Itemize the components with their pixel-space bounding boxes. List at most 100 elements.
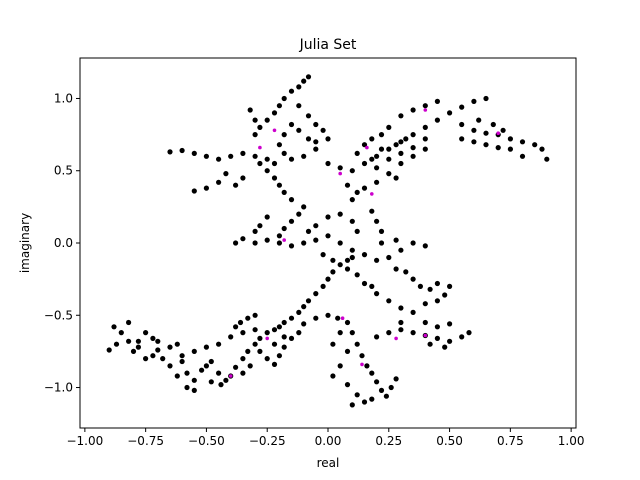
scatter-point: [398, 319, 404, 326]
scatter-point: [325, 233, 331, 239]
scatter-point-accent: [423, 108, 428, 112]
scatter-point-accent: [423, 333, 428, 338]
scatter-point: [434, 117, 440, 123]
scatter-point: [519, 139, 526, 145]
scatter-point: [179, 358, 185, 365]
scatter-point: [313, 121, 319, 128]
scatter-point: [252, 312, 258, 318]
y-tick-label: −0.5: [44, 308, 73, 322]
scatter-point: [442, 344, 448, 350]
scatter-point: [422, 103, 428, 109]
scatter-point: [386, 146, 392, 152]
scatter-point: [276, 240, 282, 246]
scatter-point: [271, 175, 278, 181]
scatter-point: [160, 356, 166, 362]
scatter-point: [130, 348, 137, 354]
scatter-point: [459, 334, 465, 340]
scatter-point: [495, 145, 501, 151]
scatter-point: [320, 127, 326, 133]
scatter-point: [374, 257, 380, 263]
scatter-point: [344, 182, 351, 188]
scatter-point: [393, 266, 399, 272]
y-tick-label: 0.0: [54, 236, 73, 250]
scatter-point: [398, 160, 404, 167]
scatter-point: [167, 149, 173, 155]
scatter-point: [264, 356, 270, 362]
scatter-point: [471, 98, 477, 104]
scatter-point: [257, 160, 263, 167]
scatter-point: [354, 189, 360, 195]
scatter-point: [271, 160, 278, 167]
scatter-point: [398, 305, 404, 311]
scatter-point: [113, 341, 120, 347]
scatter-point: [288, 335, 295, 341]
scatter-point: [174, 341, 180, 347]
scatter-point: [281, 95, 287, 102]
scatter-point: [305, 228, 312, 234]
scatter-point: [344, 348, 351, 354]
scatter-point: [344, 319, 351, 326]
scatter-point: [344, 382, 351, 388]
scatter-point: [264, 156, 270, 162]
scatter-point: [150, 335, 156, 341]
scatter-point: [378, 240, 385, 246]
scatter-point: [199, 367, 205, 373]
scatter-point: [337, 165, 343, 171]
scatter-point: [216, 341, 222, 347]
scatter-point: [233, 182, 239, 188]
scatter-point: [296, 84, 302, 90]
scatter-point: [240, 370, 246, 376]
scatter-point: [354, 272, 360, 278]
scatter-point: [288, 156, 295, 162]
scatter-point: [167, 363, 173, 369]
scatter-point-accent: [496, 131, 501, 135]
scatter-point: [459, 104, 465, 110]
scatter-point: [349, 197, 355, 203]
scatter-point-accent: [365, 145, 369, 150]
scatter-points-layer: [106, 74, 550, 408]
scatter-point: [386, 124, 392, 130]
scatter-point: [203, 185, 209, 191]
scatter-point: [191, 348, 197, 354]
scatter-point: [544, 156, 550, 162]
x-axis-ticks: −1.00 −0.75 −0.50 −0.25 0.00 0.25 0.50 0.75 1.00: [66, 428, 584, 448]
scatter-point: [143, 330, 149, 336]
scatter-point-accent: [272, 128, 277, 133]
scatter-point: [252, 228, 258, 234]
scatter-point: [281, 334, 287, 340]
scatter-point: [288, 315, 295, 321]
scatter-point: [240, 330, 246, 336]
scatter-point: [216, 179, 222, 185]
scatter-point: [393, 175, 399, 181]
x-tick-label: −1.00: [66, 434, 103, 448]
scatter-point: [434, 324, 440, 330]
scatter-point: [519, 153, 526, 159]
scatter-point: [191, 188, 197, 194]
scatter-point: [126, 319, 132, 326]
scatter-point: [471, 127, 477, 133]
y-tick-label: −1.0: [44, 381, 73, 395]
scatter-point: [252, 341, 258, 347]
scatter-point: [427, 341, 433, 347]
scatter-point: [257, 124, 263, 130]
scatter-point: [427, 286, 433, 292]
scatter-point: [111, 324, 117, 330]
scatter-point: [369, 136, 375, 142]
scatter-point: [240, 236, 246, 242]
scatter-point: [447, 283, 453, 289]
scatter-point: [208, 379, 214, 385]
scatter-point: [252, 153, 258, 159]
scatter-point: [369, 396, 375, 402]
scatter-point: [252, 132, 258, 138]
scatter-point: [330, 373, 336, 379]
chart-title: Julia Set: [299, 37, 357, 53]
scatter-point: [483, 142, 489, 148]
scatter-point: [320, 283, 326, 289]
scatter-point: [442, 292, 448, 298]
scatter-point: [191, 150, 197, 156]
scatter-point: [361, 160, 368, 167]
scatter-point: [264, 237, 270, 243]
scatter-point: [281, 344, 287, 350]
scatter-point: [378, 132, 385, 138]
scatter-point: [313, 146, 319, 152]
